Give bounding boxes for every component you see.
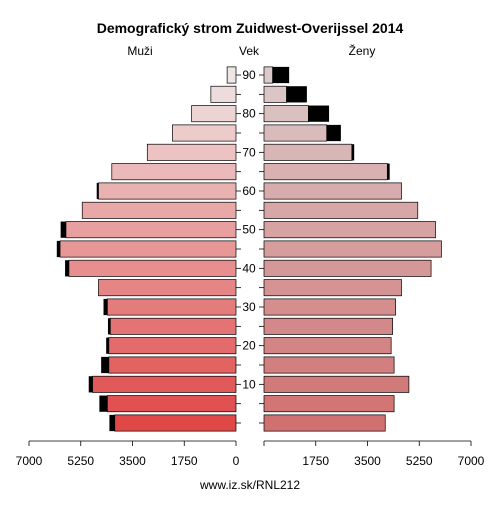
age-tick-label: 60	[242, 184, 256, 198]
age-tick-label: 30	[242, 300, 256, 314]
female-bar-75-79	[263, 124, 328, 142]
age-tick-label: 10	[242, 377, 256, 391]
male-bar-50-54	[65, 221, 237, 239]
female-bar-15-19	[263, 356, 395, 374]
male-bar-55-59	[81, 201, 237, 219]
female-bar-50-54	[263, 221, 436, 239]
male-bar-40-44	[68, 259, 237, 277]
male-excess-bar-0-4	[109, 414, 115, 432]
male-bar-65-69	[111, 163, 237, 181]
left-panel-label: Muži	[127, 44, 152, 58]
male-excess-bar-30-34	[103, 298, 108, 316]
male-excess-bar-25-29	[107, 318, 111, 335]
x-tick-label: 7000	[458, 454, 485, 468]
male-bar-75-79	[172, 124, 237, 142]
age-tick-label: 70	[242, 145, 256, 159]
male-excess-bar-60-64	[96, 182, 99, 200]
female-excess-bar-80-84	[308, 105, 330, 122]
male-bar-90+	[226, 66, 237, 84]
x-tick-label: 7000	[16, 454, 43, 468]
female-bar-65-69	[263, 163, 388, 181]
male-excess-bar-40-44	[65, 260, 69, 277]
female-excess-bar-85-89	[286, 86, 307, 103]
male-bar-35-39	[98, 279, 237, 297]
age-axis-label: Vek	[239, 44, 260, 58]
male-bar-15-19	[108, 356, 237, 374]
female-excess-bar-75-79	[326, 124, 341, 142]
female-bar-80-84	[263, 105, 309, 123]
age-tick-label: 20	[242, 339, 256, 353]
male-bar-0-4	[114, 414, 237, 432]
male-bar-25-29	[109, 317, 237, 335]
male-bar-85-89	[210, 85, 237, 103]
age-tick-label: 40	[242, 261, 256, 275]
female-excess-bar-65-69	[387, 163, 390, 180]
female-bar-20-24	[263, 337, 392, 355]
x-tick-label: 0	[233, 454, 240, 468]
female-bar-30-34	[263, 298, 396, 316]
age-tick-label: 80	[242, 107, 256, 121]
female-excess-bar-90+	[272, 66, 290, 84]
chart-title: Demografický strom Zuidwest-Overijssel 2…	[97, 20, 404, 36]
male-bar-70-74	[146, 143, 237, 161]
x-tick-label: 1750	[171, 454, 198, 468]
male-bar-20-24	[108, 337, 237, 355]
source-footer: www.iz.sk/RNL212	[199, 478, 300, 492]
male-excess-bar-50-54	[60, 221, 66, 238]
male-excess-bar-20-24	[106, 337, 109, 354]
right-panel-label: Ženy	[349, 43, 376, 58]
female-bar-40-44	[263, 259, 432, 277]
male-excess-bar-15-19	[101, 356, 109, 374]
female-bar-10-14	[263, 375, 410, 393]
male-excess-bar-45-49	[56, 240, 61, 258]
female-bar-35-39	[263, 279, 402, 297]
male-bar-45-49	[59, 240, 237, 258]
female-bar-55-59	[263, 201, 419, 219]
bars-group	[56, 66, 442, 432]
female-bar-0-4	[263, 414, 386, 432]
male-bar-60-64	[98, 182, 237, 200]
x-tick-label: 3500	[354, 454, 381, 468]
male-bar-10-14	[92, 375, 237, 393]
x-tick-label: 3500	[119, 454, 146, 468]
male-bar-30-34	[107, 298, 237, 316]
male-bar-80-84	[191, 105, 237, 123]
male-excess-bar-10-14	[88, 376, 93, 393]
female-bar-85-89	[263, 85, 287, 103]
axes-group: 10 20 30 40 50 60 70 80 90 7000 5250 3500 1750 0 1750 3…	[16, 68, 485, 468]
x-tick-label: 5250	[406, 454, 433, 468]
x-tick-label: 5250	[67, 454, 94, 468]
female-bar-25-29	[263, 317, 393, 335]
age-tick-label: 50	[242, 223, 256, 237]
female-excess-bar-70-74	[351, 144, 355, 161]
female-bar-60-64	[263, 182, 402, 200]
female-bar-70-74	[263, 143, 353, 161]
female-bar-45-49	[263, 240, 442, 258]
female-bar-5-9	[263, 395, 395, 413]
age-tick-label: 90	[242, 68, 256, 82]
male-excess-bar-5-9	[99, 395, 108, 412]
female-bar-90+	[263, 66, 273, 84]
male-bar-5-9	[107, 395, 237, 413]
x-tick-label: 1750	[302, 454, 329, 468]
